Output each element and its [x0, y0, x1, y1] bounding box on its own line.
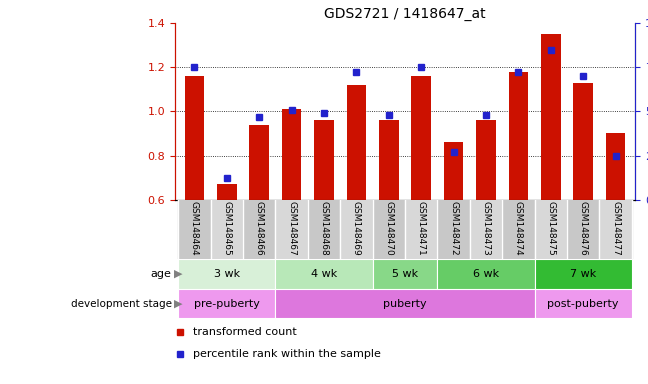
Text: GSM148471: GSM148471 — [417, 201, 426, 256]
Bar — [211, 200, 243, 259]
Text: 7 wk: 7 wk — [570, 269, 596, 279]
Bar — [509, 71, 528, 200]
Text: GSM148476: GSM148476 — [579, 201, 588, 256]
Bar — [185, 76, 204, 200]
Text: age: age — [151, 269, 172, 279]
Text: percentile rank within the sample: percentile rank within the sample — [193, 349, 381, 359]
Bar — [340, 200, 373, 259]
Bar — [243, 200, 275, 259]
Bar — [178, 200, 211, 259]
Bar — [541, 34, 561, 200]
Text: GSM148477: GSM148477 — [611, 201, 620, 256]
Bar — [599, 200, 632, 259]
Text: GSM148470: GSM148470 — [384, 201, 393, 256]
Bar — [405, 200, 437, 259]
Bar — [470, 200, 502, 259]
Text: 6 wk: 6 wk — [473, 269, 499, 279]
Text: post-puberty: post-puberty — [548, 298, 619, 309]
Text: ▶: ▶ — [174, 269, 183, 279]
Title: GDS2721 / 1418647_at: GDS2721 / 1418647_at — [324, 7, 486, 21]
Bar — [217, 184, 237, 200]
Bar — [308, 200, 340, 259]
Text: GSM148468: GSM148468 — [319, 201, 329, 256]
Text: development stage: development stage — [71, 298, 172, 309]
Text: pre-puberty: pre-puberty — [194, 298, 260, 309]
Bar — [502, 200, 535, 259]
Text: GSM148474: GSM148474 — [514, 201, 523, 255]
Bar — [275, 259, 373, 289]
Bar — [282, 109, 301, 200]
Text: GSM148465: GSM148465 — [222, 201, 231, 256]
Bar — [535, 200, 567, 259]
Text: 5 wk: 5 wk — [392, 269, 418, 279]
Bar — [476, 120, 496, 200]
Bar — [275, 200, 308, 259]
Text: transformed count: transformed count — [193, 327, 297, 337]
Bar — [314, 120, 334, 200]
Bar — [606, 134, 625, 200]
Bar — [573, 83, 593, 200]
Bar — [249, 124, 269, 200]
Text: GSM148467: GSM148467 — [287, 201, 296, 256]
Bar — [535, 289, 632, 318]
Text: GSM148475: GSM148475 — [546, 201, 555, 256]
Bar — [535, 259, 632, 289]
Bar — [379, 120, 399, 200]
Bar — [567, 200, 599, 259]
Text: puberty: puberty — [383, 298, 427, 309]
Text: GSM148472: GSM148472 — [449, 201, 458, 255]
Bar — [347, 85, 366, 200]
Text: ▶: ▶ — [174, 298, 183, 309]
Text: GSM148469: GSM148469 — [352, 201, 361, 256]
Text: GSM148473: GSM148473 — [481, 201, 491, 256]
Bar — [373, 259, 437, 289]
Bar — [411, 76, 431, 200]
Bar — [275, 289, 535, 318]
Bar — [178, 289, 275, 318]
Bar — [178, 259, 275, 289]
Bar — [437, 200, 470, 259]
Bar — [373, 200, 405, 259]
Text: GSM148464: GSM148464 — [190, 201, 199, 255]
Text: 3 wk: 3 wk — [214, 269, 240, 279]
Text: 4 wk: 4 wk — [311, 269, 337, 279]
Bar — [444, 142, 463, 200]
Bar — [437, 259, 535, 289]
Text: GSM148466: GSM148466 — [255, 201, 264, 256]
